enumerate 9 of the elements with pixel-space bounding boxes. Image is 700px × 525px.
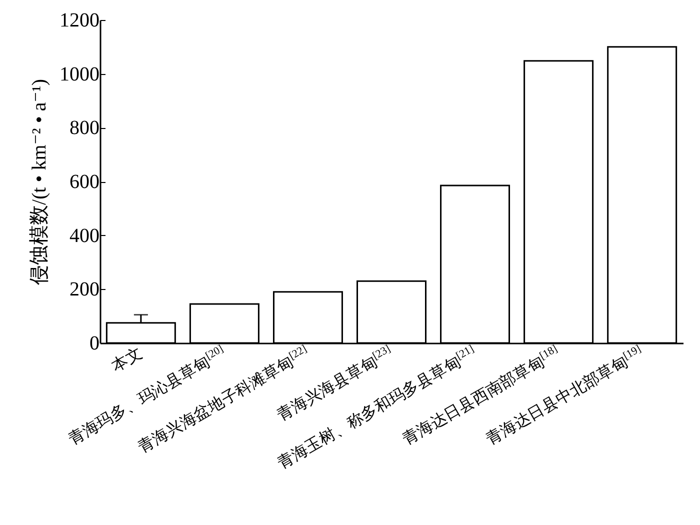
y-tick-label: 200	[70, 278, 100, 301]
y-tick-label: 400	[70, 224, 100, 247]
y-tick-label: 600	[70, 171, 100, 193]
y-tick-label: 1000	[60, 63, 100, 86]
x-tick-label: 本文	[108, 344, 146, 376]
y-tick-label: 800	[70, 117, 100, 140]
y-axis-title: 侵蚀模数/(t • km⁻² • a⁻¹)	[28, 79, 50, 285]
y-tick-label: 0	[90, 332, 100, 354]
y-tick-label: 1200	[60, 10, 100, 32]
